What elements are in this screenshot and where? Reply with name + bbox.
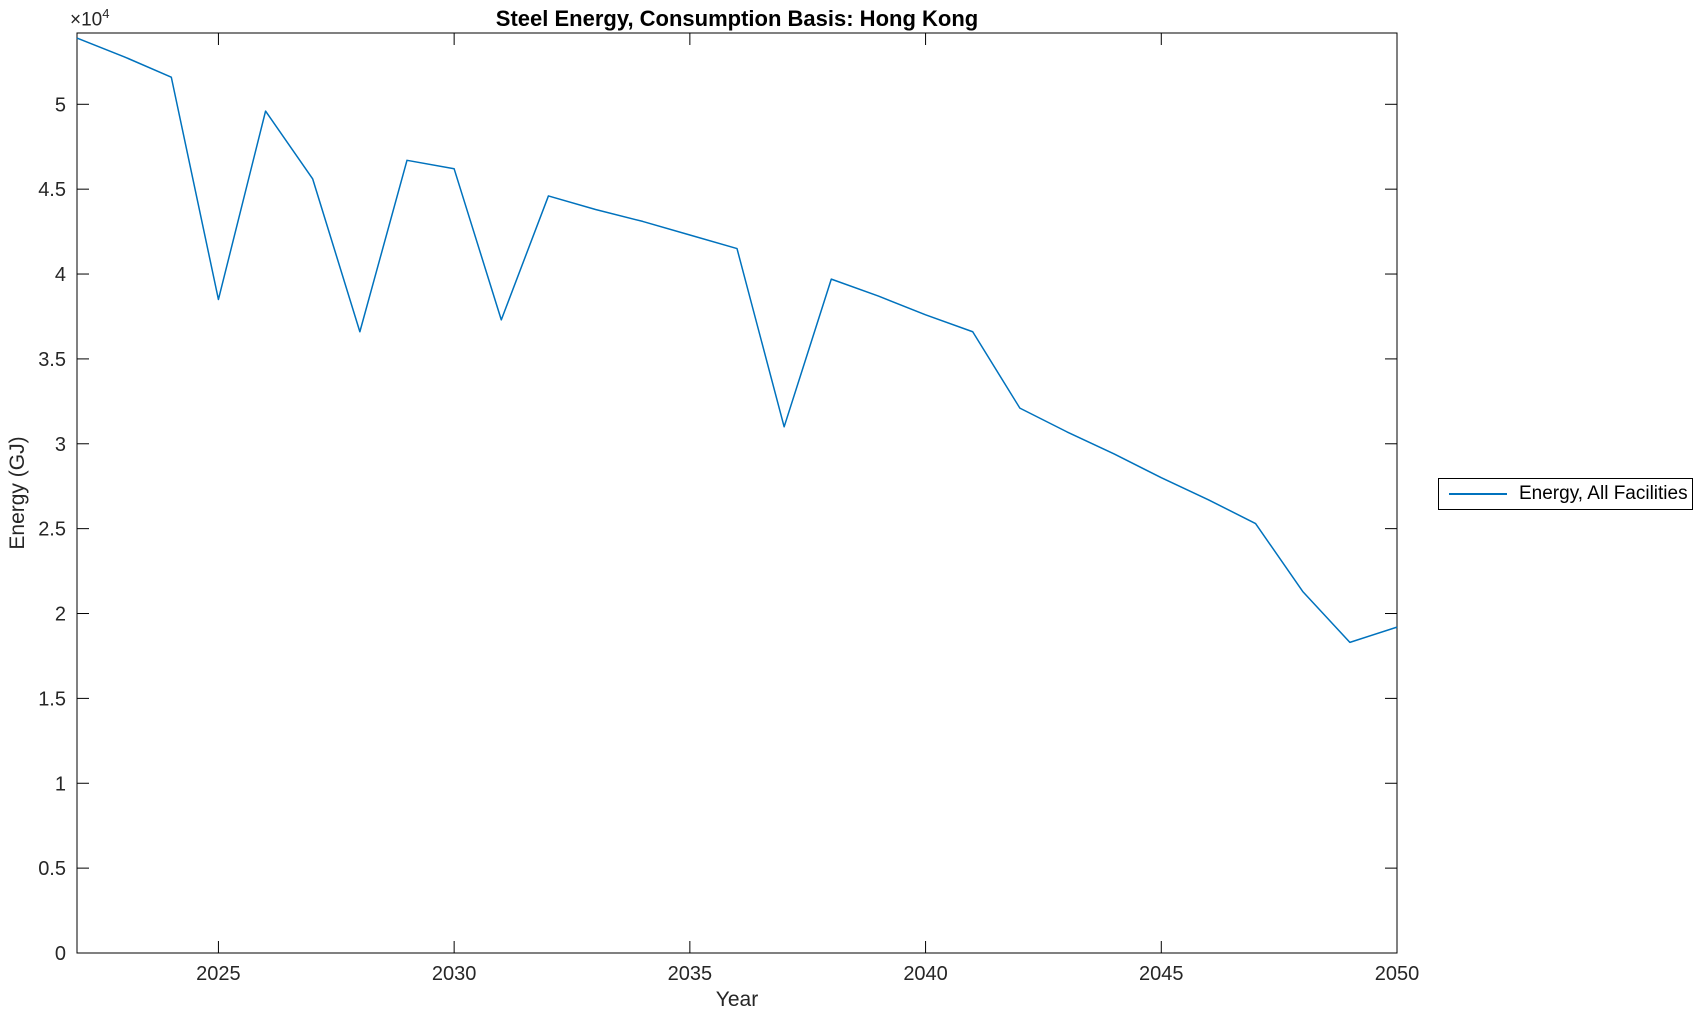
y-axis-multiplier-base: ×10 — [70, 9, 103, 31]
axes-frame — [76, 32, 1398, 954]
y-tick-label: 1 — [55, 773, 66, 795]
y-axis-multiplier-exponent: 4 — [102, 6, 110, 21]
y-tick-label: 0.5 — [38, 858, 66, 880]
x-tick-label: 2030 — [432, 963, 477, 985]
y-tick-label: 3 — [55, 434, 66, 456]
y-tick-label: 2.5 — [38, 519, 66, 541]
x-tick-label: 2045 — [1139, 963, 1184, 985]
x-tick-label: 2035 — [668, 963, 713, 985]
x-tick-label: 2040 — [903, 963, 948, 985]
y-axis-multiplier: ×104 — [70, 6, 109, 31]
chart-title: Steel Energy, Consumption Basis: Hong Ko… — [495, 6, 979, 31]
y-tick-label: 5 — [55, 94, 66, 116]
legend-line-sample-icon — [1449, 493, 1507, 495]
series-line — [76, 37, 1398, 644]
y-tick-label: 2 — [55, 604, 66, 626]
x-tick-label: 2025 — [196, 963, 241, 985]
y-tick-label: 1.5 — [38, 688, 66, 710]
y-axis-label: Energy (GJ) — [6, 436, 29, 550]
legend-label: Energy, All Facilities — [1519, 483, 1688, 504]
y-tick-label: 3.5 — [38, 349, 66, 371]
y-tick-label: 0 — [55, 943, 66, 965]
y-tick-label: 4.5 — [38, 179, 66, 201]
legend: Energy, All Facilities — [1438, 478, 1693, 510]
y-tick-label: 4 — [55, 264, 66, 286]
x-axis-label: Year — [715, 988, 759, 1011]
x-tick-label: 2050 — [1375, 963, 1420, 985]
